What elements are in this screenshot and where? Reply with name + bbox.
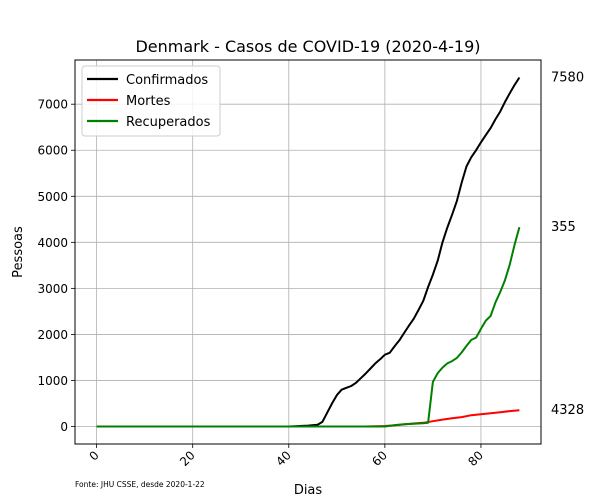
- y-tick-label: 0: [60, 420, 68, 434]
- series-layer: [96, 76, 521, 428]
- end-labels: 7580 4328 355: [551, 70, 584, 418]
- legend: Confirmados Mortes Recuperados: [81, 65, 221, 137]
- end-label-confirmados: 7580: [551, 70, 584, 85]
- series-line-confirmados: [96, 76, 521, 428]
- y-tick-label: 6000: [37, 144, 68, 158]
- source-footnote: Fonte: JHU CSSE, desde 2020-1-22: [75, 480, 205, 489]
- legend-box: [81, 65, 221, 137]
- y-tick-label: 3000: [37, 282, 68, 296]
- legend-label-mortes: Mortes: [126, 94, 171, 109]
- plot-frame: [74, 59, 542, 445]
- y-tick-label: 7000: [37, 98, 68, 112]
- x-axis-label: Dias: [294, 483, 323, 498]
- end-label-mortes: 4328: [551, 403, 584, 418]
- y-axis-label: Pessoas: [11, 226, 26, 278]
- y-tick-label: 5000: [37, 190, 68, 204]
- chart-title: Denmark - Casos de COVID-19 (2020-4-19): [135, 37, 480, 56]
- y-axis-ticks: 0 1000 2000 3000 4000 5000 6000 7000: [37, 98, 75, 434]
- legend-label-recuperados: Recuperados: [126, 115, 211, 130]
- end-label-recuperados: 355: [551, 220, 576, 235]
- y-tick-label: 4000: [37, 236, 68, 250]
- series-line-recuperados: [96, 226, 521, 428]
- y-tick-label: 1000: [37, 374, 68, 388]
- legend-label-confirmados: Confirmados: [126, 73, 208, 88]
- grid: [75, 60, 541, 444]
- y-tick-label: 2000: [37, 328, 68, 342]
